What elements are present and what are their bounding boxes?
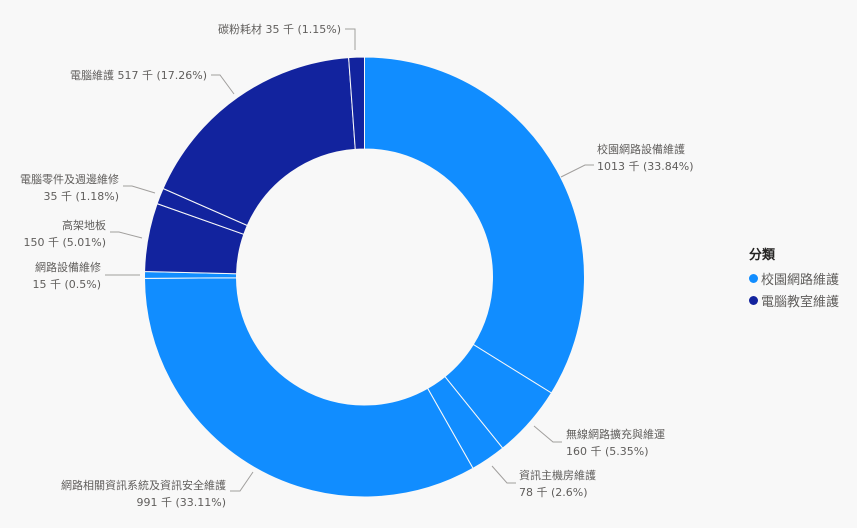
slice-label: 資訊主機房維護 — [519, 468, 596, 482]
leader-line — [110, 231, 143, 239]
slice-value: 78 千 (2.6%) — [519, 486, 588, 499]
legend-item-computer-classroom[interactable]: 電腦教室維護 — [749, 289, 839, 311]
legend-dot-icon — [749, 273, 758, 283]
slice-label: 高架地板 — [62, 218, 106, 232]
leader-line — [230, 471, 254, 492]
slice-value: 1013 千 (33.84%) — [597, 160, 694, 173]
donut-slice[interactable] — [348, 56, 365, 150]
slice-value: 35 千 (1.18%) — [43, 190, 119, 203]
legend-item-campus-network[interactable]: 校園網路維護 — [749, 267, 839, 289]
slice-label: 碳粉耗材 35 千 (1.15%) — [218, 22, 341, 36]
donut-slices — [143, 56, 585, 498]
leader-line — [211, 74, 235, 95]
slice-label: 校園網路設備維護 — [597, 142, 685, 156]
slice-label: 網路相關資訊系統及資訊安全維護 — [61, 478, 226, 492]
legend-dot-icon — [749, 295, 758, 305]
slice-value: 160 千 (5.35%) — [566, 445, 649, 458]
leader-line — [491, 465, 516, 484]
donut-slice[interactable] — [144, 277, 474, 498]
slice-value: 150 千 (5.01%) — [23, 236, 106, 249]
slice-label: 網路設備維修 — [35, 260, 101, 274]
leader-line — [123, 185, 156, 194]
legend: 分類 校園網路維護 電腦教室維護 — [749, 244, 839, 311]
donut-slice[interactable] — [364, 56, 585, 394]
slice-label: 無線網路擴充與維運 — [566, 427, 665, 441]
slice-value: 15 千 (0.5%) — [32, 278, 101, 291]
slice-label: 電腦維護 517 千 (17.26%) — [70, 68, 207, 82]
leader-line — [345, 28, 356, 50]
leader-line — [560, 164, 594, 178]
legend-label: 電腦教室維護 — [761, 294, 840, 310]
leader-line — [533, 425, 562, 443]
legend-label: 校園網路維護 — [761, 272, 840, 288]
legend-title: 分類 — [749, 248, 776, 263]
slice-labels: 校園網路設備維護 1013 千 (33.84%) 無線網路擴充與維運 160 千 (5… — [20, 22, 694, 509]
slice-label: 電腦零件及週邊維修 — [20, 172, 119, 186]
slice-value: 991 千 (33.11%) — [136, 496, 226, 509]
donut-slice[interactable] — [162, 57, 356, 227]
